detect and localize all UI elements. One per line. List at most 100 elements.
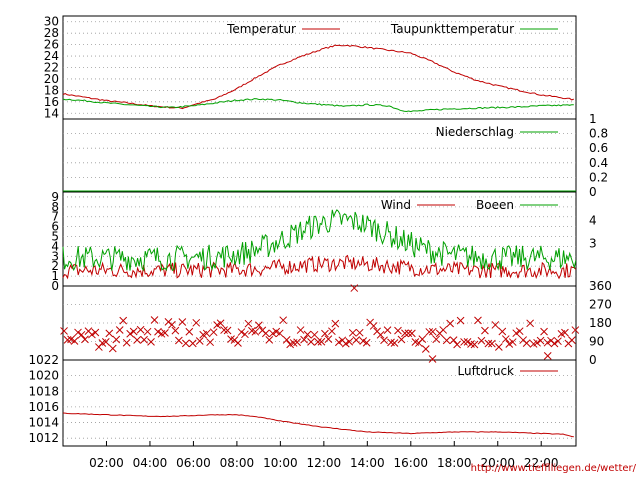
y-tick-label: 24	[44, 49, 59, 63]
y-tick-label: 1016	[28, 400, 59, 414]
scatter-stroke	[501, 335, 510, 343]
scatter-point	[533, 338, 541, 347]
scatter-stroke	[543, 338, 552, 347]
legend-boeen-label: Boeen	[476, 198, 514, 212]
scatter-stroke	[261, 329, 270, 338]
scatter-point	[91, 328, 100, 337]
scatter-stroke	[202, 329, 211, 338]
scatter-point	[126, 329, 135, 338]
x-tick-label: 04:00	[133, 456, 168, 470]
x-tick-label: 20:00	[480, 456, 515, 470]
scatter-stroke	[77, 330, 86, 339]
scatter-point	[108, 344, 117, 353]
scatter-point	[171, 326, 180, 335]
scatter-stroke	[60, 327, 68, 335]
scatter-point	[439, 326, 448, 334]
legend-temperatur-label: Temperatur	[226, 22, 296, 36]
y-tick-label-right: 0.4	[589, 156, 608, 170]
scatter-point	[188, 339, 197, 348]
scatter-point	[550, 339, 559, 348]
scatter-point	[70, 337, 79, 345]
scatter-point	[74, 328, 82, 337]
scatter-stroke	[192, 318, 201, 327]
scatter-point	[543, 338, 552, 347]
y-tick-label: 1018	[28, 384, 59, 398]
scatter-point	[345, 337, 354, 346]
scatter-point	[540, 327, 548, 336]
scatter-stroke	[185, 327, 194, 336]
y-tick-label-right: 90	[589, 335, 604, 349]
scatter-point	[175, 336, 183, 345]
scatter-stroke	[387, 338, 395, 347]
y-tick-label-right: 1	[589, 112, 597, 126]
scatter-stroke	[70, 337, 79, 345]
x-tick-label: 18:00	[437, 456, 472, 470]
scatter-stroke	[67, 335, 75, 344]
scatter-point	[209, 328, 218, 337]
scatter-point	[77, 330, 86, 339]
scatter-point	[453, 340, 461, 349]
scatter-point	[220, 326, 228, 334]
y-tick-label-right: 4	[589, 214, 597, 228]
scatter-point	[154, 327, 162, 336]
scatter-point	[334, 338, 343, 347]
scatter-stroke	[171, 326, 180, 335]
scatter-point	[522, 339, 531, 348]
scatter-stroke	[334, 338, 343, 347]
scatter-stroke	[181, 339, 190, 348]
y-tick-label: 22	[44, 61, 59, 75]
scatter-stroke	[463, 338, 472, 346]
scatter-point	[300, 335, 308, 344]
y-tick-label: 3	[51, 249, 59, 263]
scatter-stroke	[401, 329, 409, 338]
scatter-point	[279, 316, 288, 325]
scatter-stroke	[175, 336, 183, 345]
scatter-stroke	[554, 337, 562, 346]
scatter-stroke	[508, 338, 517, 346]
y-tick-label: 0	[51, 279, 59, 293]
scatter-point	[474, 316, 482, 325]
scatter-stroke	[481, 326, 489, 335]
scatter-stroke	[404, 329, 413, 338]
scatter-stroke	[310, 330, 319, 339]
scatter-point	[508, 338, 517, 346]
scatter-point	[484, 339, 493, 348]
scatter-stroke	[484, 339, 493, 348]
scatter-point	[568, 336, 576, 344]
scatter-point	[328, 327, 336, 336]
scatter-stroke	[428, 355, 437, 363]
scatter-stroke	[380, 336, 388, 345]
credit-link[interactable]: http://www.tiefflliegen.de/wetter/	[470, 463, 636, 474]
scatter-point	[428, 355, 437, 363]
scatter-stroke	[571, 326, 580, 334]
scatter-stroke	[456, 316, 465, 325]
scatter-point	[101, 337, 110, 346]
scatter-point	[192, 318, 201, 327]
scatter-stroke	[307, 338, 315, 346]
scatter-point	[561, 328, 569, 337]
scatter-point	[501, 335, 510, 343]
scatter-point	[181, 339, 190, 348]
scatter-point	[376, 330, 385, 339]
scatter-stroke	[453, 340, 461, 349]
scatter-point	[140, 335, 148, 344]
scatter-stroke	[136, 325, 145, 334]
scatter-point	[397, 335, 406, 344]
scatter-stroke	[178, 318, 187, 326]
scatter-point	[293, 338, 301, 347]
scatter-stroke	[467, 340, 475, 348]
scatter-point	[310, 330, 319, 339]
scatter-point	[470, 340, 479, 349]
x-tick-label: 16:00	[393, 456, 428, 470]
scatter-stroke	[81, 335, 89, 344]
scatter-stroke	[376, 330, 385, 339]
scatter-stroke	[328, 327, 336, 336]
scatter-stroke	[355, 328, 364, 337]
scatter-point	[331, 319, 340, 328]
scatter-point	[571, 326, 580, 334]
y-tick-label-right: 0.6	[589, 141, 608, 155]
scatter-point	[282, 335, 291, 344]
scatter-stroke	[428, 327, 437, 336]
scatter-stroke	[536, 336, 545, 345]
scatter-stroke	[505, 340, 514, 348]
